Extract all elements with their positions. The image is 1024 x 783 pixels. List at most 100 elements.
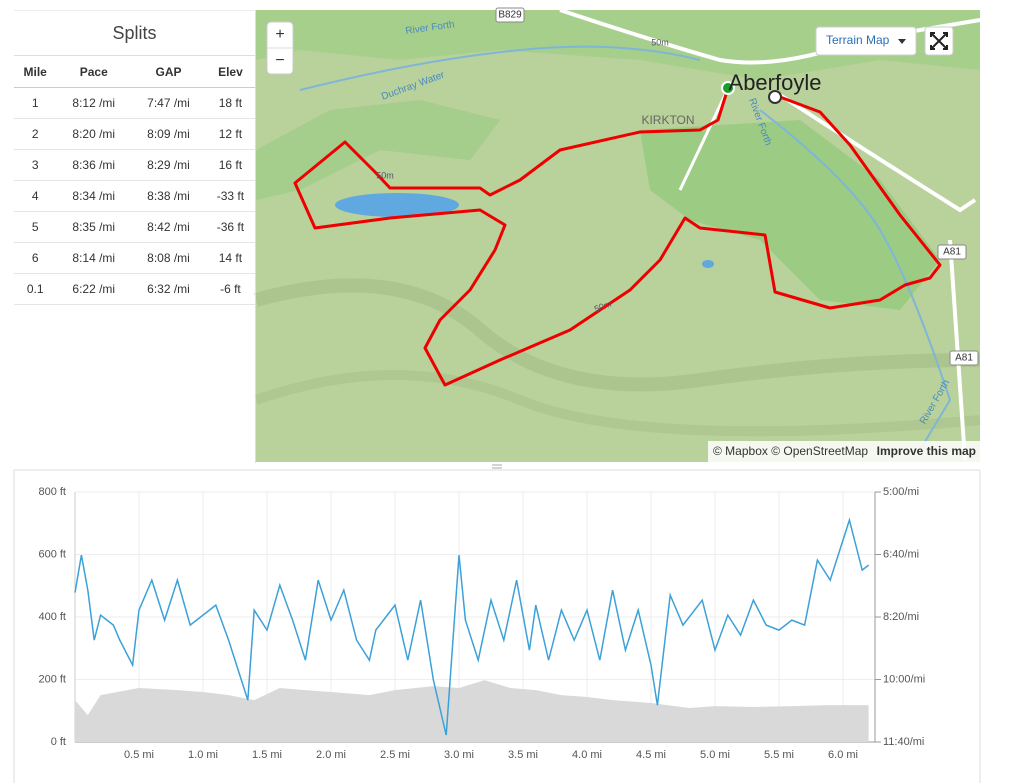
split-row: 0.1 6:22 /mi 6:32 /mi -6 ft (14, 273, 255, 305)
start-marker (721, 81, 735, 95)
y-tick-label: 200 ft (38, 673, 66, 685)
split-cell: 8:08 /mi (131, 242, 206, 274)
y-tick-label: 600 ft (38, 548, 66, 560)
y-tick-label: 800 ft (38, 486, 66, 498)
split-cell: -36 ft (205, 211, 255, 243)
attribution: © Mapbox © OpenStreetMap (713, 444, 868, 458)
y2-tick-label: 6:40/mi (883, 548, 919, 560)
y2-tick-label: 11:40/mi (883, 736, 924, 748)
map-label: KIRKTON (641, 113, 694, 127)
split-row: 2 8:20 /mi 8:09 /mi 12 ft (14, 118, 255, 150)
split-cell: -33 ft (205, 180, 255, 212)
y-tick-label: 400 ft (38, 611, 66, 623)
column-header: Elev (205, 56, 255, 88)
x-tick-label: 5.0 mi (700, 749, 730, 761)
split-row: 6 8:14 /mi 8:08 /mi 14 ft (14, 242, 255, 274)
split-cell: 6 (14, 242, 57, 274)
x-tick-label: 0.5 mi (124, 749, 154, 761)
x-tick-label: 2.5 mi (380, 749, 410, 761)
map-label: A81 (943, 247, 961, 258)
map-river (759, 109, 952, 451)
pace-line (74, 517, 870, 736)
split-row: 3 8:36 /mi 8:29 /mi 16 ft (14, 149, 255, 181)
map-forest (640, 120, 940, 310)
y-tick-label: 0 ft (51, 736, 66, 748)
split-cell: 8:36 /mi (56, 149, 132, 181)
map-road (948, 239, 967, 461)
map-label: B829 (498, 10, 522, 21)
split-cell: 8:29 /mi (131, 149, 206, 181)
split-cell: 8:14 /mi (56, 242, 132, 274)
split-cell: 12 ft (205, 118, 255, 150)
split-cell: 0.1 (14, 273, 57, 305)
splits-table: Mile Pace GAP Elev 1 8:12 /mi 7:47 /mi 18 ft 2 8… (14, 56, 255, 305)
layer-button[interactable]: Terrain Map (826, 33, 890, 47)
layer-button-bg (815, 26, 917, 56)
header-row: Mile Pace GAP Elev (14, 56, 255, 88)
improve-link[interactable]: Improve this map (877, 444, 976, 458)
x-tick-label: 5.5 mi (764, 749, 794, 761)
map-lake (702, 260, 714, 268)
split-cell: 8:35 /mi (56, 211, 132, 243)
y2-tick-label: 5:00/mi (883, 486, 919, 498)
split-cell: 5 (14, 211, 57, 243)
split-cell: 14 ft (205, 242, 255, 274)
finish-marker (768, 90, 782, 104)
elevation-pace-chart: 0 ft 200 ft 400 ft 600 ft 800 ft 0.5 mi 1.0 mi… (38, 486, 925, 761)
split-cell: 6:32 /mi (131, 273, 206, 305)
y2-tick-label: 8:20/mi (883, 611, 919, 623)
map-label: 50m (376, 170, 394, 180)
split-cell: 18 ft (205, 87, 255, 119)
x-tick-label: 1.5 mi (252, 749, 282, 761)
map-forest (256, 100, 500, 200)
map-contours (254, 278, 981, 392)
split-cell: 6:22 /mi (56, 273, 132, 305)
split-cell: 8:42 /mi (131, 211, 206, 243)
split-row: 5 8:35 /mi 8:42 /mi -36 ft (14, 211, 255, 243)
split-cell: 4 (14, 180, 57, 212)
map-label: Aberfoyle (729, 70, 822, 95)
attribution-bg (708, 441, 980, 462)
x-tick-label: 4.5 mi (636, 749, 666, 761)
splits-title: Splits (14, 11, 255, 56)
x-tick-label: 2.0 mi (316, 749, 346, 761)
x-tick-label: 4.0 mi (572, 749, 602, 761)
split-row: 1 8:12 /mi 7:47 /mi 18 ft (14, 87, 255, 119)
map-label: 50m (651, 37, 669, 47)
split-cell: 8:12 /mi (56, 87, 132, 119)
table-body: 1 8:12 /mi 7:47 /mi 18 ft 2 8:20 /mi 8:09 /mi 1… (14, 87, 255, 305)
zoom-in[interactable]: + (275, 26, 284, 43)
split-cell: 16 ft (205, 149, 255, 181)
column-header: Mile (14, 56, 57, 88)
resize-handle[interactable] (492, 464, 502, 469)
map-river (299, 45, 701, 91)
road-badge (949, 350, 979, 366)
column-header: GAP (131, 56, 206, 88)
x-tick-label: 6.0 mi (828, 749, 858, 761)
split-cell: 8:20 /mi (56, 118, 132, 150)
map-road (778, 93, 977, 213)
split-cell: 7:47 /mi (131, 87, 206, 119)
split-cell: 3 (14, 149, 57, 181)
fullscreen-icon (930, 32, 948, 50)
x-tick-label: 3.5 mi (508, 749, 538, 761)
split-cell: 1 (14, 87, 57, 119)
x-tick-label: 1.0 mi (188, 749, 218, 761)
split-row: 4 8:34 /mi 8:38 /mi -33 ft (14, 180, 255, 212)
map-label: A81 (955, 353, 973, 364)
split-cell: 8:09 /mi (131, 118, 206, 150)
caret (898, 39, 906, 44)
map-forest (256, 10, 980, 80)
zoom-out[interactable]: − (275, 52, 284, 69)
split-cell: -6 ft (205, 273, 255, 305)
elevation-area (75, 680, 869, 742)
split-cell: 8:38 /mi (131, 180, 206, 212)
map-lake (335, 193, 459, 217)
y2-tick-label: 10:00/mi (883, 673, 925, 685)
x-tick-label: 3.0 mi (444, 749, 474, 761)
map-road (678, 94, 727, 191)
road-badge (495, 7, 525, 23)
